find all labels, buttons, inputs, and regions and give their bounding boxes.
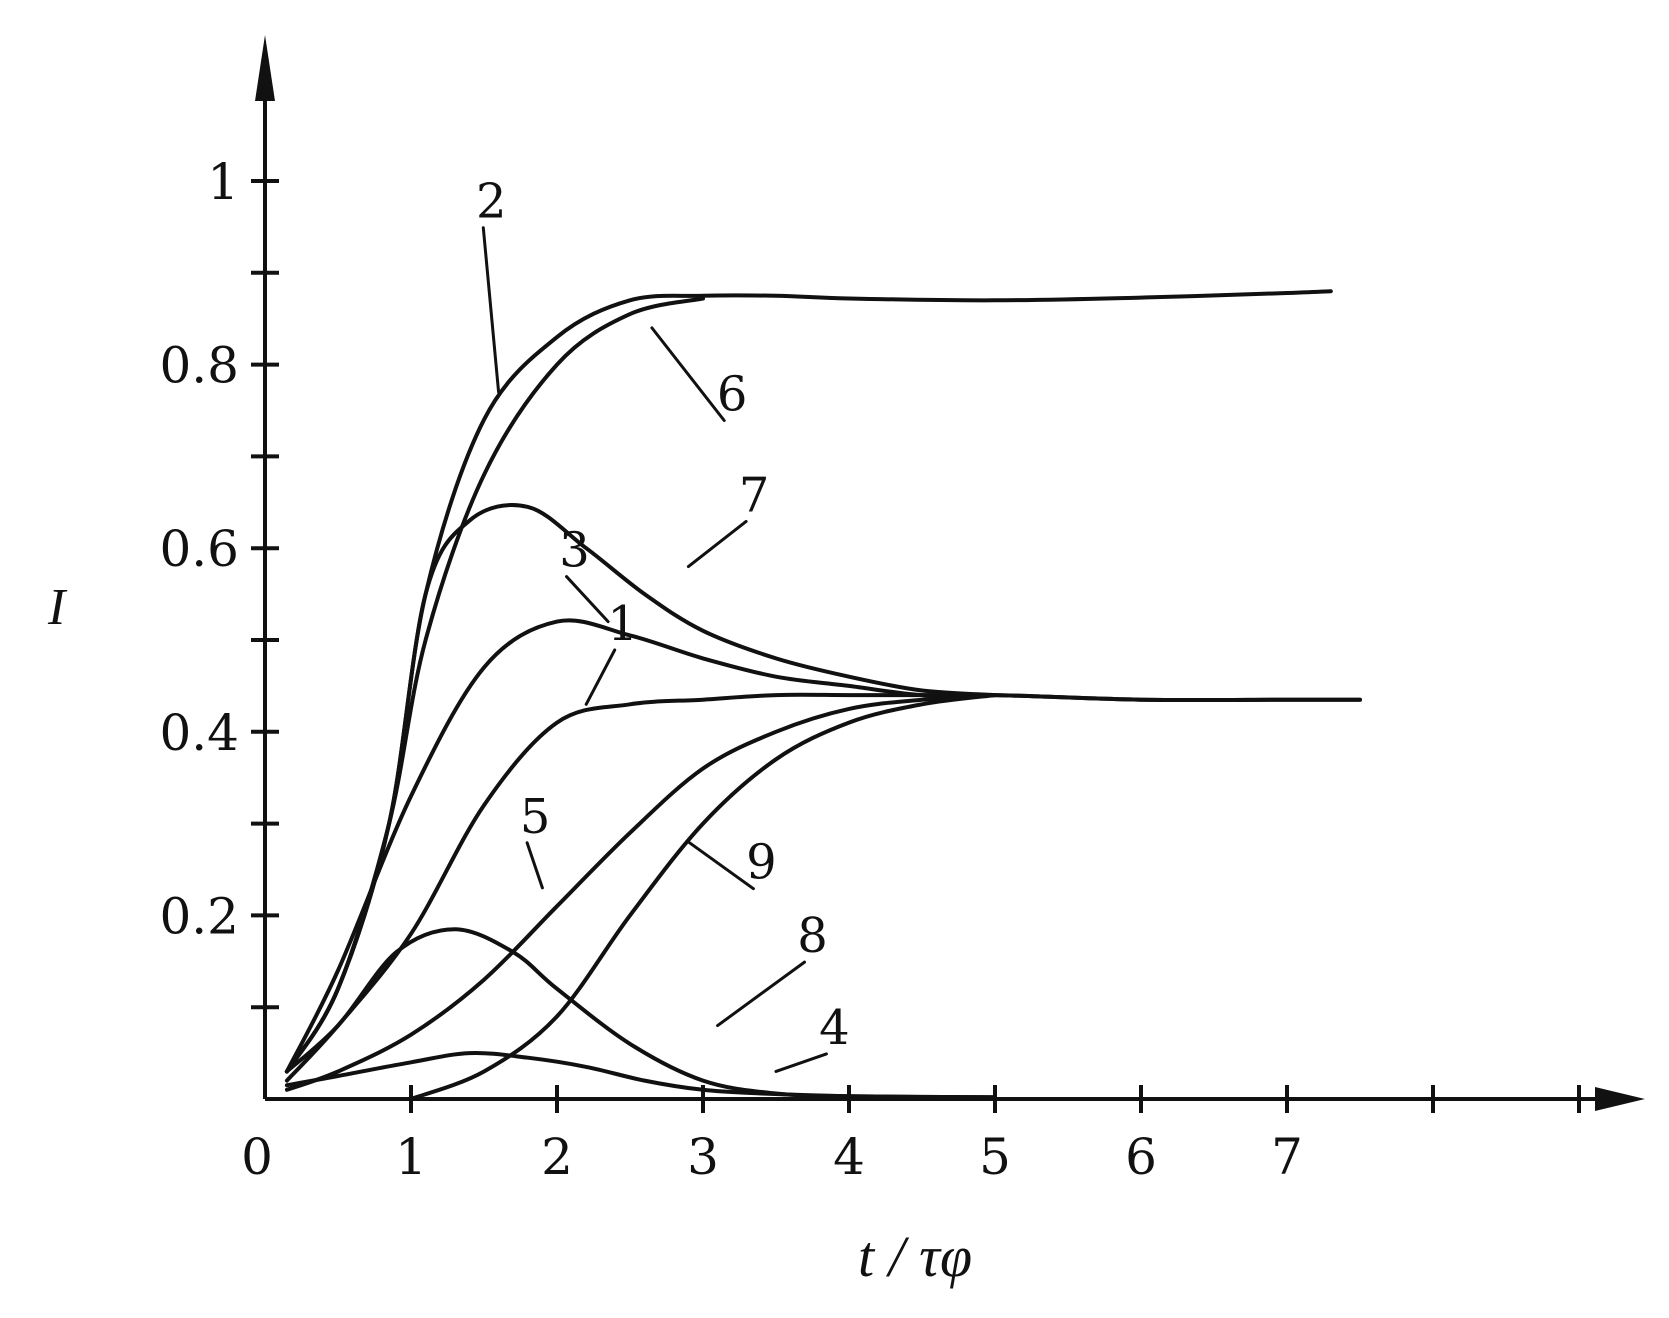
y-tick-label: 1: [207, 153, 239, 211]
y-tick-label: 0.4: [159, 704, 239, 762]
series-line-7: [284, 503, 997, 1074]
series-callout-8: [716, 960, 806, 1028]
x-axis-arrow: [1595, 1087, 1645, 1111]
x-tick-label: 7: [1271, 1128, 1303, 1186]
series-label-4: 4: [819, 1000, 850, 1056]
x-tick-label: 4: [833, 1128, 865, 1186]
y-tick-label: 0.6: [159, 520, 239, 578]
x-tick-label: 3: [687, 1128, 719, 1186]
series-callout-4: [774, 1052, 828, 1073]
y-axis-label: I: [47, 579, 68, 636]
series-callout-5: [525, 841, 544, 890]
series-label-2: 2: [476, 174, 507, 230]
series-callout-1: [584, 648, 617, 706]
series-line-4: [284, 1050, 997, 1100]
tick-marks: [251, 179, 1581, 1113]
series-callout-2: [481, 226, 501, 394]
series-callout-7: [686, 519, 748, 569]
y-axis-arrow: [255, 35, 275, 101]
series-line-8: [284, 927, 997, 1100]
x-tick-label: 5: [979, 1128, 1011, 1186]
series-line-5: [284, 693, 997, 1092]
x-tick-label: 0: [241, 1128, 273, 1186]
series-callout-9: [686, 840, 755, 891]
x-tick-label: 2: [541, 1128, 573, 1186]
series-curves: [284, 289, 1362, 1101]
series-callout-3: [565, 575, 610, 624]
series-callout-6: [650, 326, 726, 422]
series-line-3: [284, 618, 1362, 1074]
tick-labels: 0 1 2 3 4 5 6 7 0.2 0.4 0.6 0.8 1: [159, 153, 1302, 1186]
axes: [255, 35, 1645, 1111]
series-line-9: [409, 693, 997, 1101]
y-tick-label: 0.8: [159, 337, 239, 395]
series-label-1: 1: [607, 596, 638, 652]
x-tick-label: 1: [395, 1128, 427, 1186]
series-label-7: 7: [739, 467, 770, 523]
series-labels: 1 2 3 4 5 6 7 89: [476, 174, 850, 1073]
x-axis-label: t / τφ: [858, 1224, 972, 1289]
y-tick-label: 0.2: [159, 887, 239, 945]
series-label-6: 6: [717, 367, 748, 423]
series-label-9: 9: [746, 835, 777, 891]
series-label-3: 3: [559, 523, 590, 579]
x-tick-label: 6: [1125, 1128, 1157, 1186]
series-label-8: 8: [797, 908, 828, 964]
series-label-5: 5: [520, 789, 551, 845]
